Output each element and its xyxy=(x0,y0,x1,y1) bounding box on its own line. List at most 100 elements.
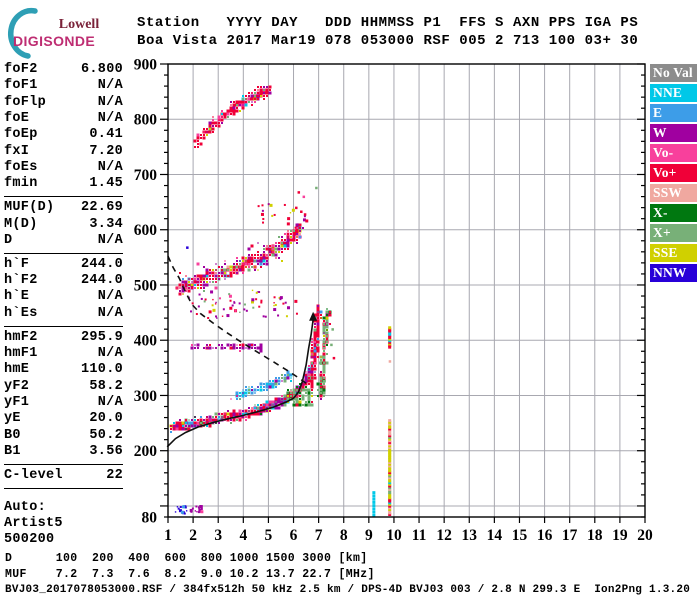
param-value: 22.69 xyxy=(80,200,123,216)
param-row-ye: yE 20.0 xyxy=(4,411,123,427)
x-tick-label: 5 xyxy=(265,527,273,544)
param-row-b1: B1 3.56 xyxy=(4,444,123,460)
legend-item-x+: X+ xyxy=(650,223,697,243)
x-tick-label: 17 xyxy=(562,527,578,544)
x-tick-label: 9 xyxy=(365,527,373,544)
d-muf-table: D 100 200 400 600 800 1000 1500 3000 [km… xyxy=(5,552,375,581)
x-tick-label: 16 xyxy=(537,527,553,544)
cluster-second-hop-halo xyxy=(179,227,304,295)
muf-transmission-curve xyxy=(167,255,307,384)
param-row-fof1: foF1 N/A xyxy=(4,78,123,94)
param-label: B1 xyxy=(4,444,21,460)
panel-separator xyxy=(4,325,123,327)
param-label: foF2 xyxy=(4,62,38,77)
param-row-md: M(D) 3.34 xyxy=(4,217,123,233)
parameter-panel: foF2 6.800 foF1 N/A foFlp N/A foE N/A foEp 0.41 fx… xyxy=(4,62,123,549)
param-label: foEp xyxy=(4,127,38,143)
param-row-b0: B0 50.2 xyxy=(4,428,123,444)
y-tick-label: 500 xyxy=(134,277,158,294)
autoscaling-info: Auto: Artist5 500200 xyxy=(4,500,123,549)
param-value: 0.41 xyxy=(89,127,123,143)
y-tick-label: 300 xyxy=(134,388,158,405)
y-tick-label: 700 xyxy=(134,167,158,184)
x-tick-label: 13 xyxy=(462,527,478,544)
param-row-yf2: yF2 58.2 xyxy=(4,379,123,395)
param-value: 3.56 xyxy=(89,444,123,460)
cluster-above-second-hop-speckle xyxy=(257,203,309,229)
legend-item-ssw: SSW xyxy=(650,183,697,203)
param-value: N/A xyxy=(97,305,123,321)
y-tick-label: 80 xyxy=(142,510,158,527)
param-row-foep: foEp 0.41 xyxy=(4,127,123,143)
logo-lowell-text: Lowell xyxy=(58,17,100,32)
param-label: foF1 xyxy=(4,78,38,94)
param-value: 58.2 xyxy=(89,378,123,394)
x-tick-label: 1 xyxy=(164,527,172,544)
param-label: foE xyxy=(4,111,30,127)
param-row-hmf2: hmF2 295.9 xyxy=(4,330,123,346)
param-row-fxi: fxI 7.20 xyxy=(4,144,123,160)
param-value: N/A xyxy=(97,232,123,248)
autoscaling-line: 500200 xyxy=(4,532,55,548)
param-value: 244.0 xyxy=(80,273,123,289)
param-label: C-level xyxy=(4,467,63,483)
legend-item-x-: X- xyxy=(650,203,697,223)
param-label: h`F2 xyxy=(4,273,38,289)
cluster-rfi-line-9.2MHz xyxy=(372,491,376,517)
y-tick-label: 800 xyxy=(134,112,158,129)
param-value: 3.34 xyxy=(89,216,123,232)
param-row-foe: foE N/A xyxy=(4,111,123,127)
logo-digisonde-text: DIGISONDE xyxy=(13,33,96,49)
x-tick-label: 6 xyxy=(290,527,298,544)
param-value: 295.9 xyxy=(80,329,123,345)
param-value: 50.2 xyxy=(89,427,123,443)
y-tick-label: 900 xyxy=(134,57,158,74)
param-value: N/A xyxy=(97,346,123,361)
legend-item-noval: No Val xyxy=(650,64,697,83)
param-label: fxI xyxy=(4,143,30,159)
param-row-clevel: C-level 22 xyxy=(4,468,123,484)
x-tick-label: 4 xyxy=(239,527,247,544)
param-label: foEs xyxy=(4,160,38,176)
param-label: h`F xyxy=(4,256,30,272)
cluster-inter-hop-speckle xyxy=(187,289,298,319)
x-tick-label: 20 xyxy=(637,527,653,544)
x-tick-label: 2 xyxy=(189,527,197,544)
param-label: yF1 xyxy=(4,395,30,411)
param-row-hmf1: hmF1 N/A xyxy=(4,346,123,362)
cluster-rfi-line-9.8MHz-lower xyxy=(388,419,392,516)
x-tick-label: 18 xyxy=(587,527,603,544)
panel-separator xyxy=(4,252,123,254)
x-tick-label: 10 xyxy=(386,527,402,544)
cluster-w-scatter-band-390km xyxy=(190,343,263,353)
legend-item-vo-: Vo- xyxy=(650,143,697,163)
doppler-direction-legend: No Val NNE E W Vo- Vo+ SSW X- X+ SSE NNW xyxy=(650,64,697,284)
param-label: h`E xyxy=(4,289,30,305)
param-row-hes: h`Es N/A xyxy=(4,306,123,322)
x-tick-label: 11 xyxy=(412,527,427,544)
param-value: N/A xyxy=(97,289,123,305)
panel-separator xyxy=(4,196,123,198)
param-row-foes: foEs N/A xyxy=(4,160,123,176)
x-tick-label: 8 xyxy=(340,527,348,544)
param-label: foFlp xyxy=(4,94,47,110)
echo-scatter xyxy=(169,85,392,517)
param-row-yf1: yF1 N/A xyxy=(4,395,123,411)
param-row-d: D N/A xyxy=(4,233,123,249)
param-label: MUF(D) xyxy=(4,200,55,216)
x-tick-label: 7 xyxy=(315,527,323,544)
x-tick-label: 14 xyxy=(487,527,503,544)
logo-arc-icon xyxy=(8,7,38,59)
param-row-mufd: MUF(D) 22.69 xyxy=(4,200,123,216)
x-tick-label: 12 xyxy=(436,527,452,544)
param-label: B0 xyxy=(4,427,21,443)
param-label: hmF2 xyxy=(4,329,38,345)
param-value: N/A xyxy=(97,395,123,411)
param-row-fof2: foF2 6.800 xyxy=(4,62,123,78)
autoscaling-line: Artist5 xyxy=(4,516,63,532)
param-row-fmin: fmin 1.45 xyxy=(4,176,123,192)
cluster-e-region-dots-blue xyxy=(174,505,188,515)
param-value: 6.800 xyxy=(80,62,123,77)
cluster-stray-echo-dots xyxy=(186,186,392,363)
param-value: N/A xyxy=(97,111,123,127)
